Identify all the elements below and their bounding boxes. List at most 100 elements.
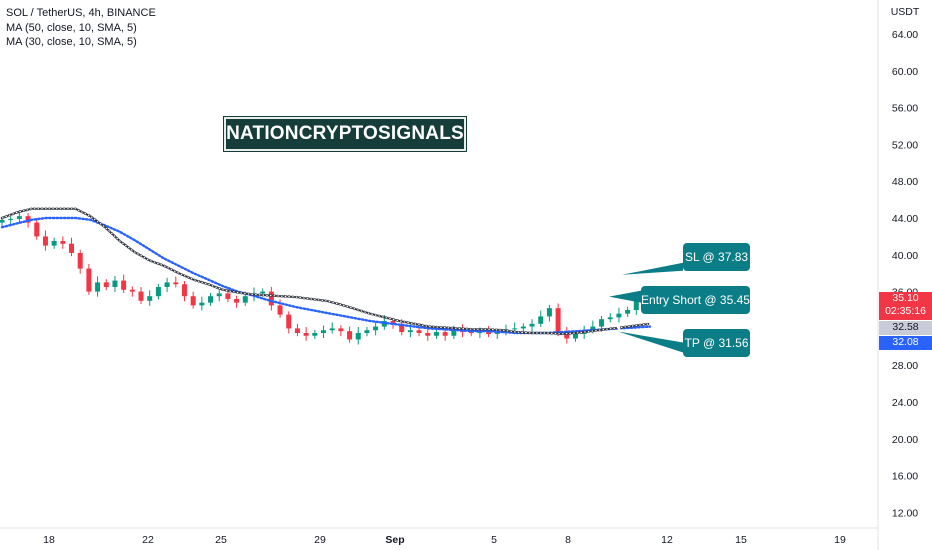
candle-body — [633, 300, 639, 310]
candle-body — [399, 323, 405, 333]
tp-arrow — [603, 296, 621, 333]
tp-callout[interactable]: TP @ 31.56 — [683, 329, 750, 357]
candle-body — [277, 305, 283, 315]
tp-arrowhead — [611, 324, 621, 334]
candle-body — [86, 268, 92, 292]
x-tick-label: 12 — [661, 534, 673, 546]
candle-body — [77, 252, 83, 269]
candle-body — [112, 280, 118, 287]
candle-body — [373, 326, 379, 331]
candle-body — [425, 333, 431, 336]
candle-body — [564, 333, 570, 339]
candle-body — [69, 243, 75, 253]
sl-arrow — [603, 274, 621, 298]
y-tick-label: 64.00 — [892, 29, 918, 41]
ma30-line — [1, 217, 651, 334]
chart-title: SOL / TetherUS, 4h, BINANCE — [6, 7, 156, 19]
candle-body — [512, 328, 518, 330]
candles — [0, 210, 648, 345]
candle-body — [433, 332, 439, 336]
legend: SOL / TetherUS, 4h, BINANCE MA (50, clos… — [6, 6, 156, 50]
last-price-tag: 35.10 02:35:16 — [879, 292, 932, 320]
y-tick-label: 44.00 — [892, 213, 918, 225]
candle-body — [34, 222, 40, 237]
candle-body — [129, 289, 135, 292]
candle-body — [321, 330, 326, 333]
candle-body — [216, 293, 222, 297]
candle-body — [164, 282, 170, 287]
y-tick-label: 56.00 — [892, 103, 918, 115]
candle-body — [225, 293, 231, 299]
candle-body — [590, 326, 596, 331]
candle-body — [329, 328, 335, 331]
candle-body — [60, 241, 66, 244]
y-tick-label: 52.00 — [892, 139, 918, 151]
candle-body — [147, 296, 153, 301]
candle-body — [520, 326, 526, 329]
y-tick-label: 60.00 — [892, 66, 918, 78]
candle-body — [538, 316, 544, 324]
candle-body — [190, 296, 196, 306]
candle-body — [25, 216, 31, 223]
legend-ma50[interactable]: MA (50, close, 10, SMA, 5) — [6, 21, 137, 34]
candle-body — [616, 313, 622, 318]
countdown-timer: 02:35:16 — [885, 305, 926, 317]
sl-arrowhead — [611, 273, 621, 283]
legend-ma30[interactable]: MA (30, close, 10, SMA, 5) — [6, 36, 137, 48]
candle-body — [0, 219, 5, 223]
sl-callout[interactable]: SL @ 37.83 — [683, 243, 750, 271]
candle-body — [173, 282, 179, 285]
x-tick-label: 15 — [735, 534, 747, 546]
candle-body — [625, 310, 631, 314]
x-tick-label: 18 — [43, 534, 55, 546]
candle-body — [546, 308, 552, 317]
candle-body — [242, 296, 248, 303]
candle-body — [303, 333, 309, 336]
candle-body — [338, 328, 344, 332]
candle-body — [572, 333, 578, 339]
candle-body — [494, 332, 500, 334]
candle-body — [16, 216, 22, 219]
candle-body — [155, 287, 161, 297]
candle-body — [451, 330, 457, 336]
candle-body — [390, 321, 396, 324]
candle-body — [364, 330, 370, 333]
x-axis: 18 22 25 29 Sep 5 8 12 15 19 — [43, 534, 846, 546]
candle-body — [468, 332, 474, 334]
candle-body — [555, 308, 561, 333]
candle-body — [268, 291, 274, 306]
candle-body — [42, 236, 48, 246]
last-price-value: 35.10 — [892, 292, 919, 304]
x-tick-label: 29 — [314, 534, 326, 546]
candle-body — [355, 333, 361, 340]
candle-body — [416, 330, 422, 333]
y-tick-label: 20.00 — [892, 434, 918, 446]
candle-body — [599, 319, 605, 327]
entry-callout[interactable]: Entry Short @ 35.45 — [641, 286, 750, 314]
candle-body — [199, 302, 205, 306]
ma50-line-outline — [0, 207, 652, 336]
ma30-line-outline — [0, 216, 652, 335]
candle-body — [208, 296, 214, 303]
ma50-price-tag: 32.58 — [879, 321, 932, 335]
x-tick-label: 22 — [142, 534, 154, 546]
watermark-logo: NATIONCRYPTOSIGNALS — [223, 116, 467, 152]
candle-body — [8, 218, 14, 220]
candle-body — [407, 330, 413, 333]
y-tick-label: 16.00 — [892, 471, 918, 483]
ma50-line — [1, 208, 651, 335]
candle-body — [286, 314, 292, 329]
candle-body — [607, 317, 613, 320]
candle-body — [95, 282, 101, 292]
candle-body — [121, 280, 127, 290]
candle-body — [294, 328, 300, 333]
y-tick-label: 24.00 — [892, 397, 918, 409]
x-tick-label: Sep — [385, 534, 404, 546]
x-tick-label: 5 — [491, 534, 497, 546]
candle-body — [486, 332, 492, 334]
y-axis-unit: USDT — [891, 6, 920, 18]
candle-body — [181, 284, 187, 297]
x-tick-label: 8 — [565, 534, 571, 546]
